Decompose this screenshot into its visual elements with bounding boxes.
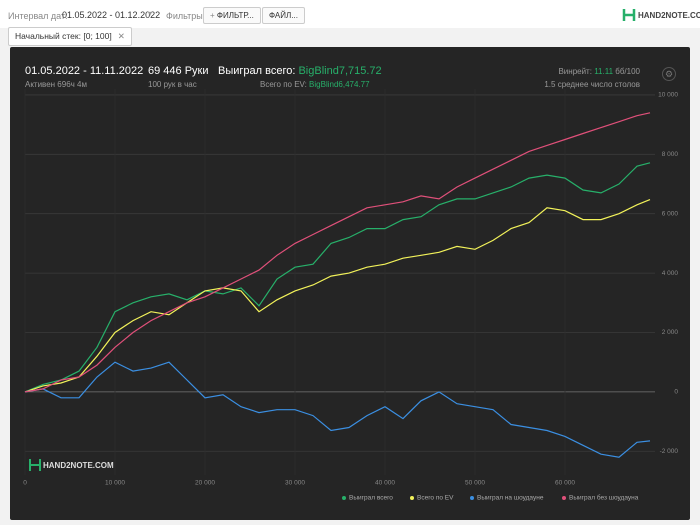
legend-marker <box>410 496 414 500</box>
y-tick-label: 10 000 <box>658 92 678 99</box>
x-tick-label: 10 000 <box>105 480 125 487</box>
x-tick-label: 60 000 <box>555 480 575 487</box>
chip-text: Начальный стек: [0; 100] <box>15 31 112 41</box>
legend-marker <box>470 496 474 500</box>
date-range[interactable]: 01.05.2022 - 01.12.2022 <box>62 10 161 20</box>
won-label: Выиграл всего: <box>218 65 296 77</box>
y-tick-label: -2 000 <box>660 448 679 455</box>
period: 01.05.2022 - 11.11.2022 <box>25 65 144 77</box>
legend-marker <box>342 496 346 500</box>
filter-button[interactable]: + ФИЛЬТР... <box>203 7 261 24</box>
filter-text: ФИЛЬТР... <box>216 11 254 20</box>
x-tick-label: 30 000 <box>285 480 305 487</box>
stats-panel: 01.05.2022 - 11.11.2022 Активен 696ч 4м … <box>10 47 690 520</box>
y-tick-label: 2 000 <box>662 329 679 336</box>
x-tick-label: 20 000 <box>195 480 215 487</box>
active-time: Активен 696ч 4м <box>25 80 87 89</box>
y-tick-label: 0 <box>674 389 678 396</box>
watermark-icon <box>29 459 41 471</box>
x-tick-label: 0 <box>23 480 27 487</box>
winrate-unit: бб/100 <box>615 67 640 76</box>
series-line <box>24 361 651 458</box>
tables: 1.5 среднее число столов <box>544 80 640 89</box>
x-tick-label: 50 000 <box>465 480 485 487</box>
date-label: Интервал дат: <box>8 11 68 21</box>
y-tick-label: 8 000 <box>662 151 679 158</box>
toolbar: Интервал дат: 01.05.2022 - 01.12.2022 ▾ … <box>0 0 700 28</box>
legend-label: Всего по EV <box>417 495 454 502</box>
filter-chip[interactable]: Начальный стек: [0; 100] ✕ <box>8 27 132 46</box>
won-value: BigBlind7,715.72 <box>298 65 382 77</box>
y-tick-label: 6 000 <box>662 210 679 217</box>
won-total: Выиграл всего: BigBlind7,715.72 <box>218 65 382 77</box>
file-button[interactable]: ФАЙЛ... <box>262 7 305 24</box>
watermark: HAND2NOTE.COM <box>43 461 114 470</box>
series-line <box>24 112 651 393</box>
series-line <box>24 199 651 393</box>
legend-marker <box>562 496 566 500</box>
legend-label: Выиграл без шоудауна <box>569 494 639 502</box>
hands: 69 446 Руки <box>148 65 209 77</box>
logo-icon <box>622 9 636 21</box>
chip-close[interactable]: ✕ <box>117 31 125 41</box>
dropdown-arrow[interactable]: ▾ <box>148 9 153 18</box>
x-tick-label: 40 000 <box>375 480 395 487</box>
ev-label: Всего по EV: <box>260 80 307 89</box>
plus-icon: + <box>210 11 217 20</box>
chart: HAND2NOTE.COM -2 000 0 2 000 4 000 6 000 8 00… <box>23 89 679 502</box>
winrate-value: 11.11 <box>594 67 614 76</box>
ev-total: Всего по EV: BigBlind6,474.77 <box>260 80 370 89</box>
legend-label: Выиграл всего <box>349 495 393 502</box>
hands-rate: 100 рук в час <box>148 80 197 89</box>
legend-label: Выиграл на шоудауне <box>477 495 544 502</box>
ev-value: BigBlind6,474.77 <box>309 80 370 89</box>
series-line <box>24 162 651 393</box>
settings-button[interactable]: ⚙ <box>662 67 676 81</box>
winrate-label: Винрейт: <box>558 67 592 76</box>
y-tick-label: 4 000 <box>662 270 679 277</box>
logo-text[interactable]: HAND2NOTE.COM <box>638 11 700 20</box>
filters-label: Фильтры: <box>166 11 206 21</box>
winrate: Винрейт: 11.11 бб/100 <box>558 67 640 76</box>
